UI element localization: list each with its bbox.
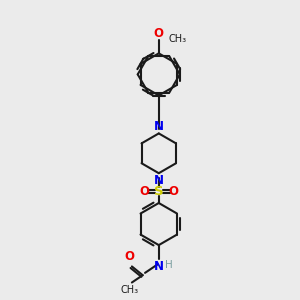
- Text: O: O: [168, 185, 178, 198]
- Text: H: H: [165, 260, 173, 270]
- Text: N: N: [154, 120, 164, 133]
- Text: CH₃: CH₃: [120, 285, 138, 295]
- Text: O: O: [139, 185, 149, 198]
- Text: N: N: [154, 174, 164, 187]
- Text: N: N: [154, 260, 164, 273]
- Text: O: O: [154, 27, 164, 40]
- Text: CH₃: CH₃: [168, 34, 186, 44]
- Text: O: O: [124, 250, 134, 263]
- Text: S: S: [154, 185, 164, 198]
